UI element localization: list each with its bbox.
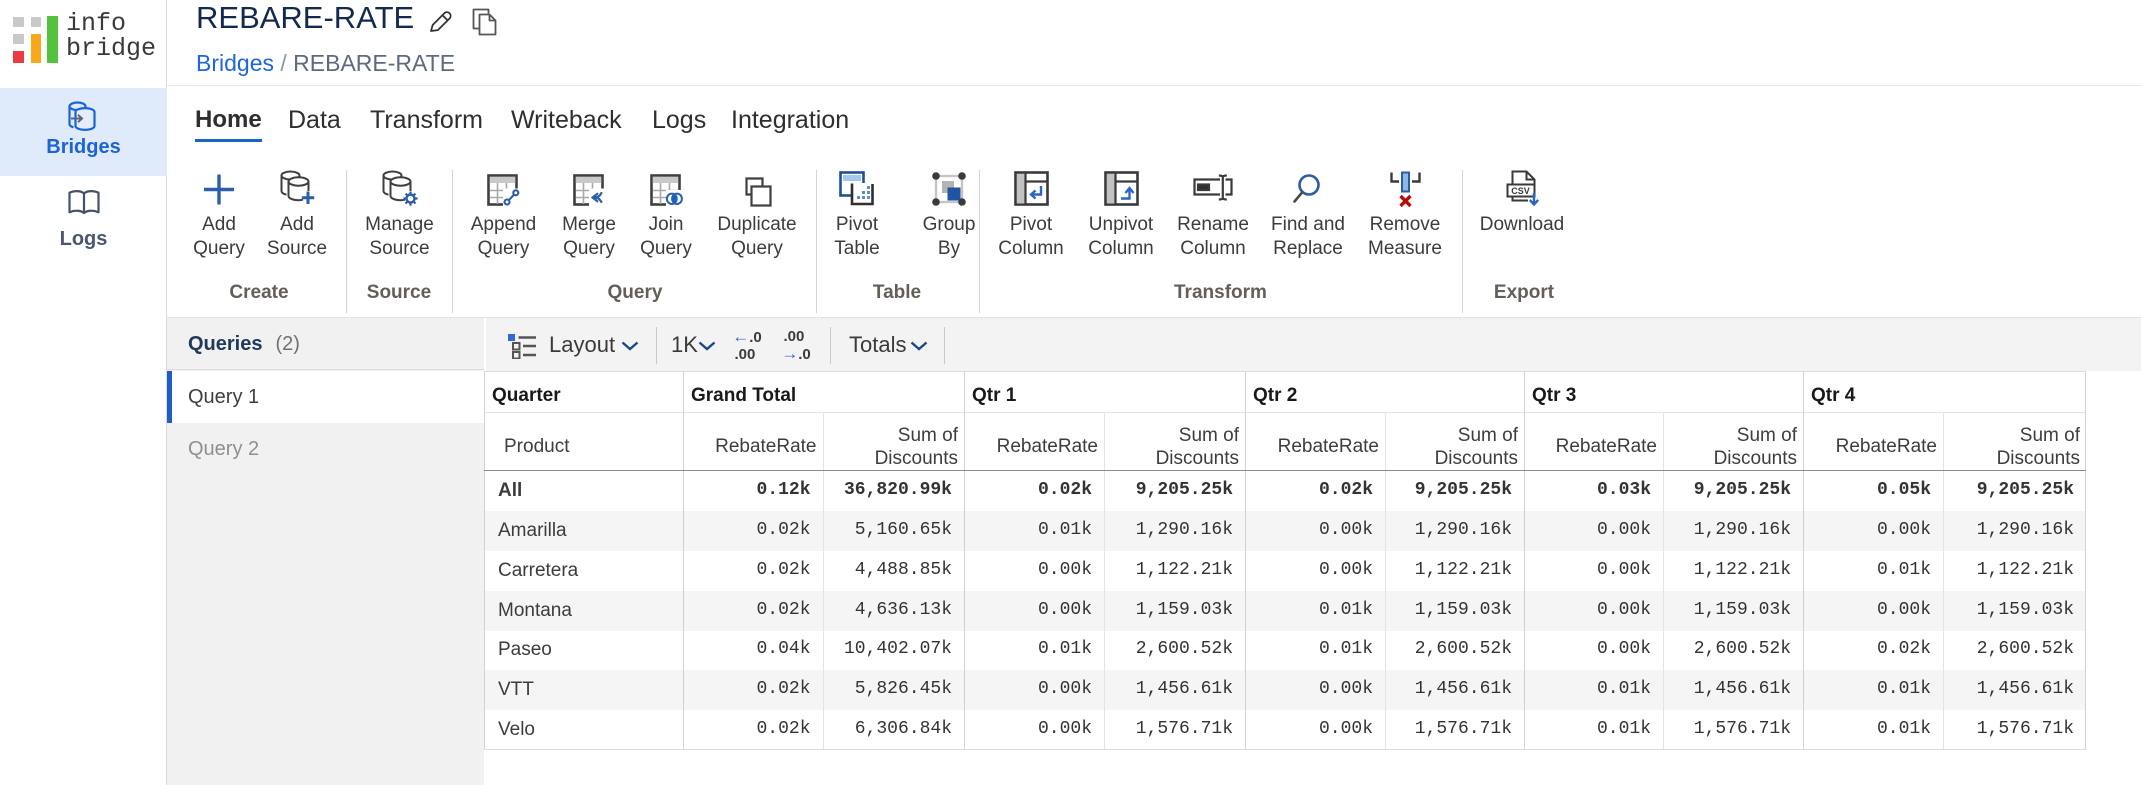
svg-text:CSV: CSV — [1511, 186, 1530, 196]
